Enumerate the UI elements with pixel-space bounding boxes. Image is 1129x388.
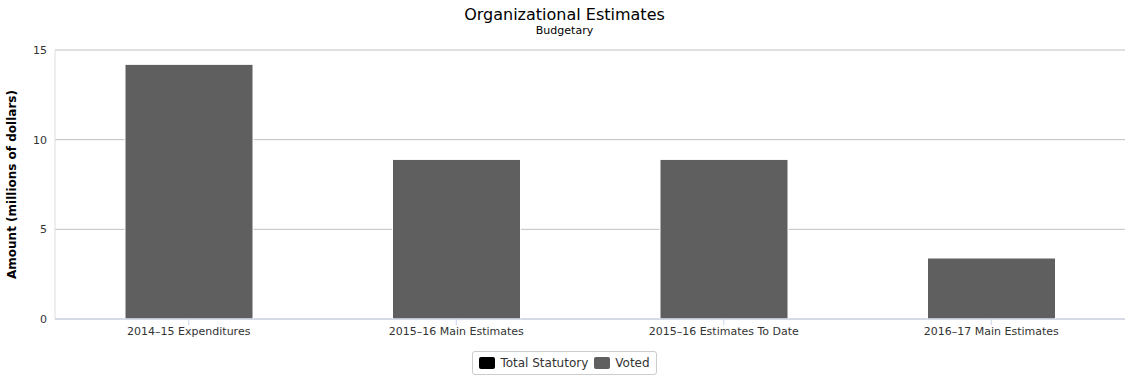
svg-text:10: 10 <box>33 134 47 147</box>
html-text:Total Statutory: Total Statutory <box>500 356 589 370</box>
svg-text:2015–16 Main Estimates: 2015–16 Main Estimates <box>389 325 524 338</box>
svg-text:2016–17 Main Estimates: 2016–17 Main Estimates <box>924 325 1059 338</box>
svg-text:2015–16 Estimates To Date: 2015–16 Estimates To Date <box>649 325 799 338</box>
svg-text:5: 5 <box>40 223 47 236</box>
html-text:Voted: Voted <box>615 356 650 370</box>
svg-text:Amount (millions of dollars): Amount (millions of dollars) <box>8 90 19 279</box>
svg-text:0: 0 <box>40 313 47 326</box>
html-text:Organizational Estimates: Organizational Estimates <box>464 5 665 24</box>
svg-text:15: 15 <box>33 44 47 57</box>
svg-text:2014–15 Expenditures: 2014–15 Expenditures <box>127 325 251 338</box>
html-text:Budgetary: Budgetary <box>535 24 594 37</box>
